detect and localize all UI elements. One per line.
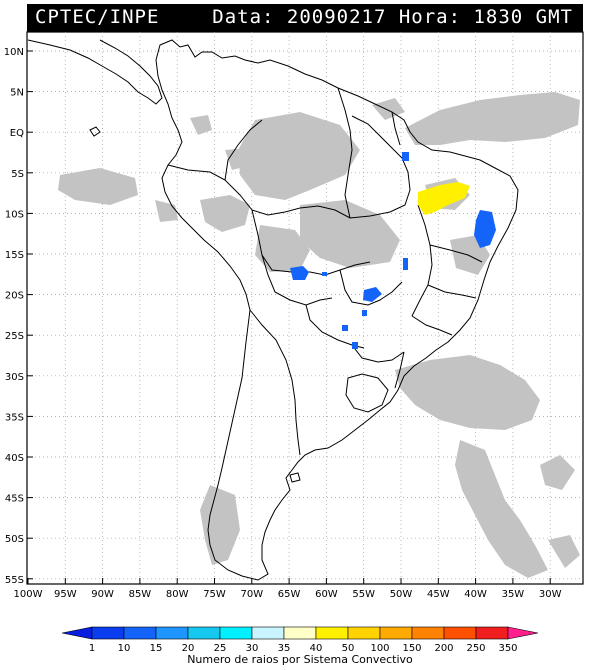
- color-scale-value: 200: [434, 643, 453, 654]
- color-scale-bin: [347, 626, 381, 640]
- color-scale-bin: [219, 626, 253, 640]
- color-scale: [61, 626, 539, 640]
- lightning-cell-blue-5: [362, 310, 367, 316]
- lon-label: 55W: [352, 589, 375, 600]
- lon-label: 85W: [129, 589, 152, 600]
- falkland-islands: [289, 472, 301, 483]
- color-scale-value: 30: [246, 643, 259, 654]
- lon-label: 80W: [166, 589, 189, 600]
- lon-label: 70W: [240, 589, 263, 600]
- color-scale-value: 35: [278, 643, 291, 654]
- color-scale-labels: 1 10 15 20 25 30 35 40 50 100 150 200 250 350: [89, 643, 518, 654]
- color-scale-bin: [315, 626, 349, 640]
- header-datetime: Data: 20090217 Hora: 1830 GMT: [212, 6, 573, 28]
- map-header: CPTEC/INPE Data: 20090217 Hora: 1830 GMT: [27, 4, 583, 32]
- lon-label: 35W: [502, 589, 525, 600]
- lat-label: 40S: [5, 453, 24, 464]
- color-scale-value: 15: [150, 643, 163, 654]
- lightning-cell-blue-mid: [363, 287, 382, 302]
- lightning-cell-yellow: [418, 182, 470, 215]
- color-scale-value: 100: [370, 643, 389, 654]
- lon-label: 95W: [54, 589, 77, 600]
- lon-label: 30W: [539, 589, 562, 600]
- lon-label: 60W: [315, 589, 338, 600]
- color-scale-bin: [123, 626, 157, 640]
- lon-label: 90W: [91, 589, 114, 600]
- lat-label: 50S: [5, 534, 24, 545]
- coastlines-and-borders: [27, 39, 519, 581]
- lightning-cell-blue-west: [290, 266, 309, 280]
- color-scale-min-arrow: [61, 626, 93, 640]
- graticule: [27, 32, 583, 584]
- lon-label: 75W: [203, 589, 226, 600]
- color-scale-bin: [475, 626, 509, 640]
- lightning-cells: [290, 152, 496, 349]
- color-scale-value: 20: [182, 643, 195, 654]
- color-scale-value: 150: [402, 643, 421, 654]
- lat-label: 10N: [4, 47, 24, 58]
- longitude-labels: 100W 95W 90W 85W 80W 75W 70W 65W 60W 55W 50W 45W 40W…: [14, 578, 562, 600]
- lightning-cell-blue-1: [402, 152, 409, 161]
- lat-label: 15S: [5, 250, 24, 261]
- legend-caption: Numero de raios por Sistema Convectivo: [187, 653, 413, 666]
- color-scale-bin: [251, 626, 285, 640]
- color-scale-value: 250: [466, 643, 485, 654]
- lightning-cell-blue-2: [403, 258, 408, 270]
- lon-label: 100W: [14, 589, 43, 600]
- color-scale-bin: [411, 626, 445, 640]
- lon-label: 40W: [464, 589, 487, 600]
- color-scale-value: 50: [342, 643, 355, 654]
- lat-label: 5N: [10, 88, 24, 99]
- color-scale-bin: [155, 626, 189, 640]
- lat-label: 25S: [5, 331, 24, 342]
- lightning-cell-blue-3: [342, 325, 348, 331]
- lon-label: 65W: [278, 589, 301, 600]
- cloud-cover: [58, 92, 580, 578]
- lat-label: 5S: [11, 169, 24, 180]
- lat-label: 35S: [5, 412, 24, 423]
- color-scale-bin: [91, 626, 125, 640]
- color-scale-max-arrow: [507, 626, 539, 640]
- uruguay-outline: [345, 373, 389, 413]
- lat-label: 30S: [5, 372, 24, 383]
- lat-label: EQ: [10, 128, 24, 139]
- lat-label: 10S: [5, 209, 24, 220]
- color-scale-bin: [443, 626, 477, 640]
- lightning-cell-blue-6: [322, 272, 327, 276]
- lon-label: 50W: [390, 589, 413, 600]
- lat-label: 20S: [5, 291, 24, 302]
- color-scale-bin: [283, 626, 317, 640]
- color-scale-bin: [187, 626, 221, 640]
- border-lines: [167, 87, 483, 456]
- lat-label: 45S: [5, 494, 24, 505]
- color-scale-value: 350: [498, 643, 517, 654]
- lat-label: 55S: [5, 575, 24, 586]
- color-scale-bin: [379, 626, 413, 640]
- color-scale-value: 10: [118, 643, 131, 654]
- color-scale-value: 40: [310, 643, 323, 654]
- south-america-outline: [155, 39, 519, 581]
- header-source: CPTEC/INPE: [35, 6, 160, 28]
- lightning-cell-blue-4: [352, 342, 358, 349]
- color-scale-value: 25: [214, 643, 227, 654]
- galapagos-islands: [89, 126, 101, 137]
- latitude-labels: 10N 5N EQ 5S 10S 15S 20S 25S 30S 35S 40S 45S 50S 55S: [4, 47, 33, 586]
- color-scale-value: 1: [89, 643, 95, 654]
- lightning-cell-blue-ne: [474, 210, 496, 248]
- lon-label: 45W: [427, 589, 450, 600]
- central-america-outline: [27, 39, 163, 105]
